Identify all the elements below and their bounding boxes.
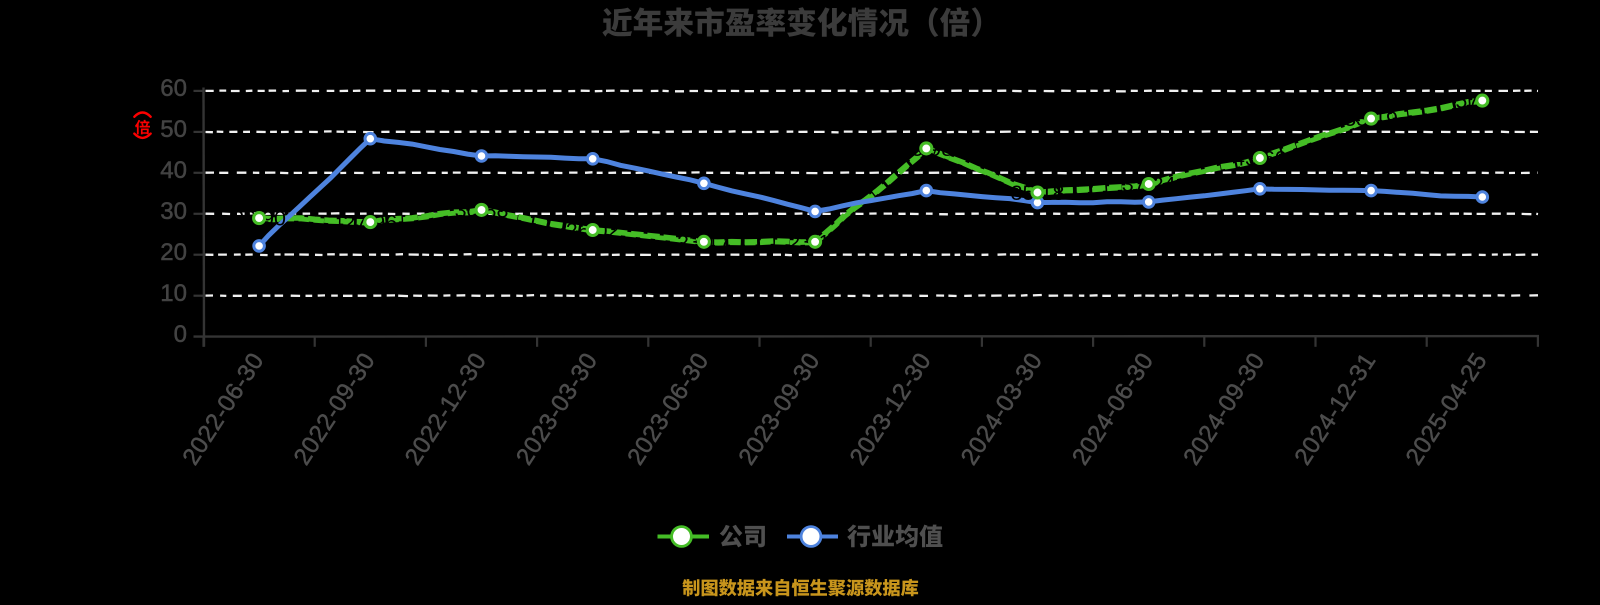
svg-text:20: 20	[160, 239, 187, 266]
svg-text:0: 0	[174, 321, 187, 348]
svg-text:50: 50	[160, 116, 187, 143]
svg-text:40: 40	[160, 157, 187, 184]
svg-text:30: 30	[160, 198, 187, 225]
svg-text:60: 60	[160, 75, 187, 102]
svg-text:10: 10	[160, 280, 187, 307]
